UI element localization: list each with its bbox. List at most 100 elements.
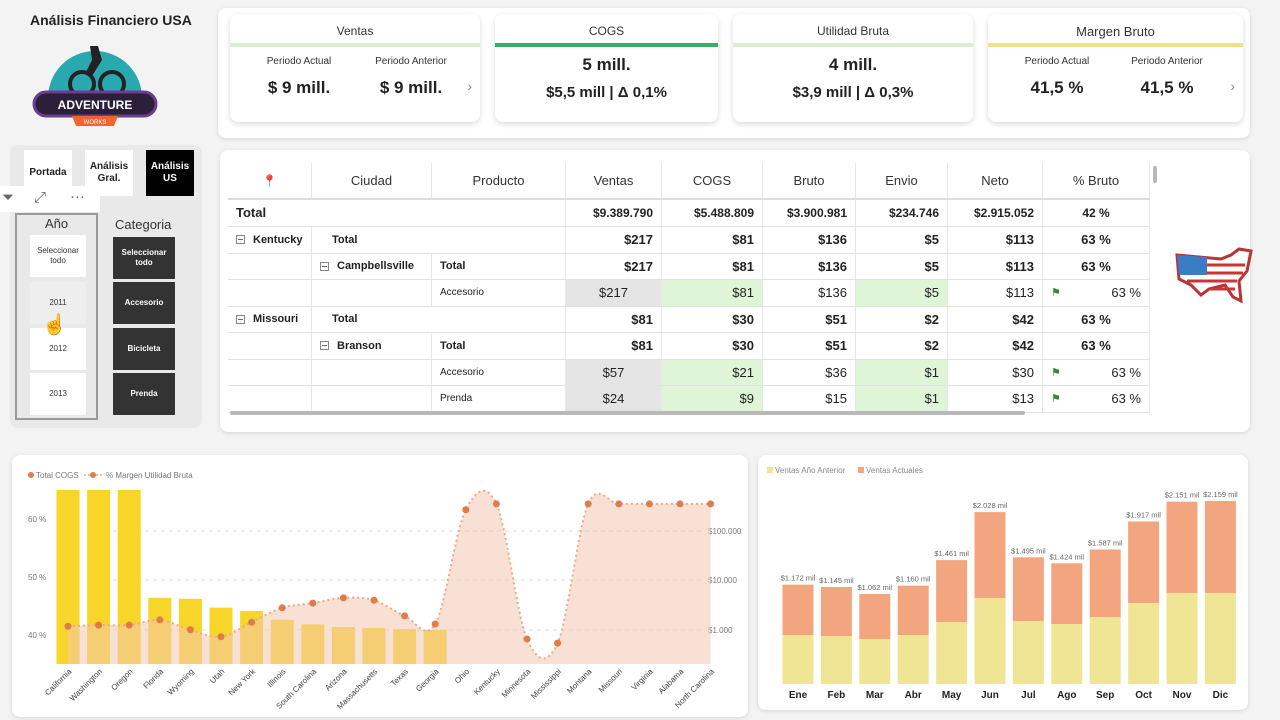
bar-ventas-anterior [859, 638, 891, 684]
column-header-6[interactable]: Neto [948, 163, 1043, 198]
total-value: 42 % [1043, 200, 1150, 226]
collapse-icon[interactable] [236, 235, 245, 245]
bar-ventas-anterior [974, 597, 1006, 684]
cell-value: $5 [924, 258, 939, 274]
table-row: Prenda $24 $9 $15 $1 $13 ⚑ 63 % [228, 386, 1150, 413]
cell-value: $15 [825, 391, 847, 407]
total-value: $9.389.790 [566, 200, 662, 226]
collapse-icon[interactable] [320, 341, 329, 351]
cell-value: 63 % [1111, 285, 1141, 301]
bar-ventas-anterior [1012, 621, 1044, 684]
value-cell: 63 % [1043, 227, 1150, 253]
value-cell: $81 [662, 280, 763, 306]
chevron-right-icon[interactable]: › [1230, 78, 1235, 94]
kpi-card-ventas[interactable]: Ventas Periodo Actual $ 9 mill. Periodo … [230, 14, 480, 122]
cell-value: $21 [732, 364, 754, 380]
margin-point [217, 633, 225, 641]
slicer-category-item[interactable]: Bicicleta [113, 328, 175, 370]
state-name: Kentucky [253, 233, 303, 246]
focus-mode-icon[interactable]: ⤢ [34, 189, 47, 206]
x-axis-label: Jul [1021, 690, 1036, 701]
cell-value: $24 [602, 391, 625, 407]
data-label: $1.172 mil [781, 574, 816, 583]
right-axis-tick: $100.000 [708, 527, 742, 536]
total-value: $2.915.052 [948, 200, 1043, 226]
nav-button-analisis-us[interactable]: Análisis US [146, 150, 194, 196]
horizontal-scrollbar[interactable] [230, 411, 1025, 415]
slicer-year[interactable] [15, 213, 98, 420]
city-cell: Branson [312, 333, 432, 359]
value-cell: $30 [662, 333, 763, 359]
column-header-7[interactable]: % Bruto [1043, 163, 1150, 198]
slicer-category-item[interactable]: Seleccionar todo [113, 237, 175, 279]
margin-point [584, 500, 592, 508]
legend-label: Ventas Año Anterior [775, 466, 846, 475]
more-options-icon[interactable]: ··· [70, 188, 85, 205]
kpi-card-margen[interactable]: Margen Bruto Periodo Actual 41,5 % Perio… [988, 14, 1243, 122]
total-label: Total [228, 200, 566, 226]
collapse-icon[interactable] [236, 314, 245, 324]
column-header-4[interactable]: Bruto [763, 163, 856, 198]
x-axis-label: Ohio [453, 667, 472, 686]
value-cell: $15 [763, 386, 856, 412]
value-cell: 63 % [1043, 253, 1150, 279]
cell-value: $81 [732, 285, 754, 301]
x-axis-label: California [43, 667, 74, 698]
margin-point [707, 500, 715, 508]
legend-marker [858, 467, 864, 473]
data-label: $1.145 mil [819, 576, 854, 585]
kpi-title: Utilidad Bruta [816, 24, 890, 38]
vertical-scrollbar[interactable] [1153, 166, 1157, 183]
data-label: $2.159 mil [1203, 490, 1238, 499]
column-header-2[interactable]: Ventas [566, 163, 662, 198]
collapse-icon[interactable] [320, 261, 329, 271]
cell-value: $51 [825, 338, 847, 354]
column-header-1[interactable]: Producto [432, 163, 566, 198]
x-axis-label: Nov [1173, 690, 1192, 701]
state-spacer [228, 333, 312, 359]
margin-point [186, 626, 194, 634]
cell-value: 63 % [1081, 311, 1111, 327]
legend-label: Total COGS [36, 471, 79, 480]
state-spacer [228, 253, 312, 279]
kpi-prev-label: Periodo Anterior [375, 56, 447, 67]
column-header-5[interactable]: Envio [856, 163, 948, 198]
x-axis-label: New York [227, 666, 258, 697]
bar-ventas-actuales [1166, 501, 1198, 593]
filter-icon[interactable]: ⏷ [2, 189, 15, 206]
slicer-year-item[interactable]: 2011 [30, 282, 86, 324]
data-label: $1.424 mil [1049, 552, 1084, 561]
column-header-0[interactable]: Ciudad [312, 163, 432, 198]
city-cell: Campbellsville [312, 253, 432, 279]
slicer-year-item[interactable]: 2013 [30, 373, 86, 415]
chevron-right-icon[interactable]: › [467, 78, 472, 94]
cell-value: $30 [1012, 364, 1034, 380]
column-header-3[interactable]: COGS [662, 163, 763, 198]
value-cell: $2 [856, 306, 948, 332]
flag-icon: ⚑ [1051, 366, 1061, 379]
value-cell: ⚑ 63 % [1043, 359, 1150, 385]
row-label: Total [432, 333, 566, 359]
x-axis-label: Dic [1213, 690, 1229, 701]
margin-point [370, 596, 378, 604]
legend-marker [28, 472, 34, 478]
kpi-value: 4 mill. [828, 55, 878, 74]
cell-value: $81 [732, 232, 754, 248]
cell-value: $81 [631, 311, 653, 327]
slicer-year-item[interactable]: 2012 [30, 328, 86, 370]
legend-marker [767, 467, 773, 473]
margin-point [339, 594, 347, 602]
bar-ventas-anterior [936, 622, 968, 684]
slicer-year-item[interactable]: Seleccionar todo [30, 235, 86, 277]
value-cell: $136 [763, 280, 856, 306]
value-cell: $21 [662, 359, 763, 385]
cell-value: 63 % [1081, 338, 1111, 354]
slicer-category-item[interactable]: Accesorio [113, 282, 175, 324]
slicer-category-item[interactable]: Prenda [113, 373, 175, 415]
cell-value: 63 % [1081, 258, 1111, 274]
bar-ventas-actuales [1051, 563, 1083, 624]
bar-total-cogs [117, 490, 141, 664]
cell-value: $113 [1006, 285, 1034, 301]
value-cell: $57 [566, 359, 662, 385]
